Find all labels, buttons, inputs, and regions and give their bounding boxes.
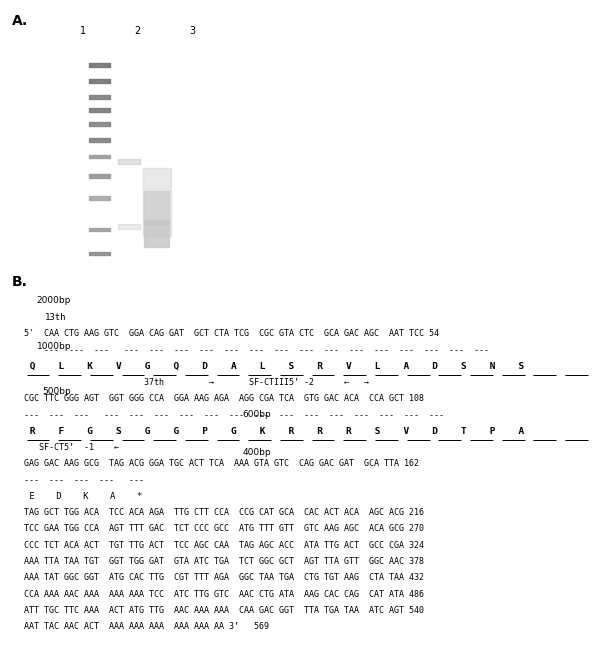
Text: ---  ---  ---   ---  ---  ---  ---  ---  ---  ---  ---  ---  ---  ---  ---  --- : --- --- --- --- --- --- --- --- --- --- … bbox=[24, 345, 488, 355]
Text: ---  ---  ---   ---  ---  ---  ---  ---  ---  ---  ---  ---  ---  ---  ---  --- : --- --- --- --- --- --- --- --- --- --- … bbox=[24, 411, 443, 420]
Text: 500bp: 500bp bbox=[42, 387, 71, 396]
Text: AAA TTA TAA TGT  GGT TGG GAT  GTA ATC TGA  TCT GGC GCT  AGT TTA GTT  GGC AAC 378: AAA TTA TAA TGT GGT TGG GAT GTA ATC TGA … bbox=[24, 557, 424, 566]
Text: 13th: 13th bbox=[44, 313, 66, 322]
Text: R    F    G    S    G    G    P    G    K    R    R    R    S    V    D    T    : R F G S G G P G K R R R S V D T bbox=[24, 427, 524, 436]
Bar bbox=[143, 168, 171, 236]
Bar bbox=[89, 138, 110, 142]
Text: 3: 3 bbox=[189, 26, 195, 36]
Bar bbox=[144, 191, 169, 225]
Text: 5'  CAA CTG AAG GTC  GGA CAG GAT  GCT CTA TCG  CGC GTA CTC  GCA GAC AGC  AAT TCC: 5' CAA CTG AAG GTC GGA CAG GAT GCT CTA T… bbox=[24, 329, 439, 338]
Bar bbox=[89, 63, 110, 67]
Text: GAG GAC AAG GCG  TAG ACG GGA TGC ACT TCA  AAA GTA GTC  CAG GAC GAT  GCA TTA 162: GAG GAC AAG GCG TAG ACG GGA TGC ACT TCA … bbox=[24, 459, 419, 468]
Bar bbox=[89, 252, 110, 256]
Text: 2000bp: 2000bp bbox=[37, 296, 71, 305]
Text: ---  ---  ---  ---   ---: --- --- --- --- --- bbox=[24, 476, 144, 485]
Bar bbox=[89, 155, 110, 159]
Text: ATT TGC TTC AAA  ACT ATG TTG  AAC AAA AAA  CAA GAC GGT  TTA TGA TAA  ATC AGT 540: ATT TGC TTC AAA ACT ATG TTG AAC AAA AAA … bbox=[24, 606, 424, 615]
Text: TAG GCT TGG ACA  TCC ACA AGA  TTG CTT CCA  CCG CAT GCA  CAC ACT ACA  AGC ACG 216: TAG GCT TGG ACA TCC ACA AGA TTG CTT CCA … bbox=[24, 508, 424, 517]
Text: 600bp: 600bp bbox=[243, 410, 272, 419]
Text: SF-CT5’  -1    ←: SF-CT5’ -1 ← bbox=[24, 443, 118, 452]
Bar bbox=[89, 95, 110, 99]
Bar bbox=[89, 196, 110, 200]
Text: AAT TAC AAC ACT  AAA AAA AAA  AAA AAA AA 3’   569: AAT TAC AAC ACT AAA AAA AAA AAA AAA AA 3… bbox=[24, 622, 269, 631]
Text: Q    L    K    V    G    Q    D    A    L    S    R    V    L    A    D    S    : Q L K V G Q D A L S R V L A D S bbox=[24, 362, 524, 371]
Text: CCC TCT ACA ACT  TGT TTG ACT  TCC AGC CAA  TAG AGC ACC  ATA TTG ACT  GCC CGA 324: CCC TCT ACA ACT TGT TTG ACT TCC AGC CAA … bbox=[24, 541, 424, 550]
Bar bbox=[89, 122, 110, 126]
Text: CGC TTC GGG AGT  GGT GGG CCA  GGA AAG AGA  AGG CGA TCA  GTG GAC ACA  CCA GCT 108: CGC TTC GGG AGT GGT GGG CCA GGA AAG AGA … bbox=[24, 394, 424, 403]
Text: CCA AAA AAC AAA  AAA AAA TCC  ATC TTG GTC  AAC CTG ATA  AAG CAC CAG  CAT ATA 486: CCA AAA AAC AAA AAA AAA TCC ATC TTG GTC … bbox=[24, 589, 424, 598]
Bar bbox=[89, 108, 110, 112]
Bar bbox=[144, 220, 169, 247]
Bar bbox=[118, 225, 140, 229]
Bar bbox=[89, 283, 110, 287]
Text: 37th         →       SF-CTIII5’ -2      ←   →: 37th → SF-CTIII5’ -2 ← → bbox=[24, 378, 369, 387]
Text: E    D    K    A    *: E D K A * bbox=[24, 492, 142, 501]
Text: B.: B. bbox=[12, 274, 28, 289]
Text: 2: 2 bbox=[134, 26, 141, 36]
Text: 1000bp: 1000bp bbox=[37, 342, 71, 351]
Bar bbox=[89, 174, 110, 178]
Text: AAA TAT GGC GGT  ATG CAC TTG  CGT TTT AGA  GGC TAA TGA  CTG TGT AAG  CTA TAA 432: AAA TAT GGC GGT ATG CAC TTG CGT TTT AGA … bbox=[24, 573, 424, 582]
Text: A.: A. bbox=[12, 14, 28, 28]
Text: 400bp: 400bp bbox=[243, 448, 271, 457]
Bar bbox=[89, 79, 110, 83]
Bar bbox=[118, 160, 140, 164]
Bar bbox=[89, 228, 110, 232]
Text: 1: 1 bbox=[80, 26, 86, 36]
Text: TCC GAA TGG CCA  AGT TTT GAC  TCT CCC GCC  ATG TTT GTT  GTC AAG AGC  ACA GCG 270: TCC GAA TGG CCA AGT TTT GAC TCT CCC GCC … bbox=[24, 525, 424, 534]
